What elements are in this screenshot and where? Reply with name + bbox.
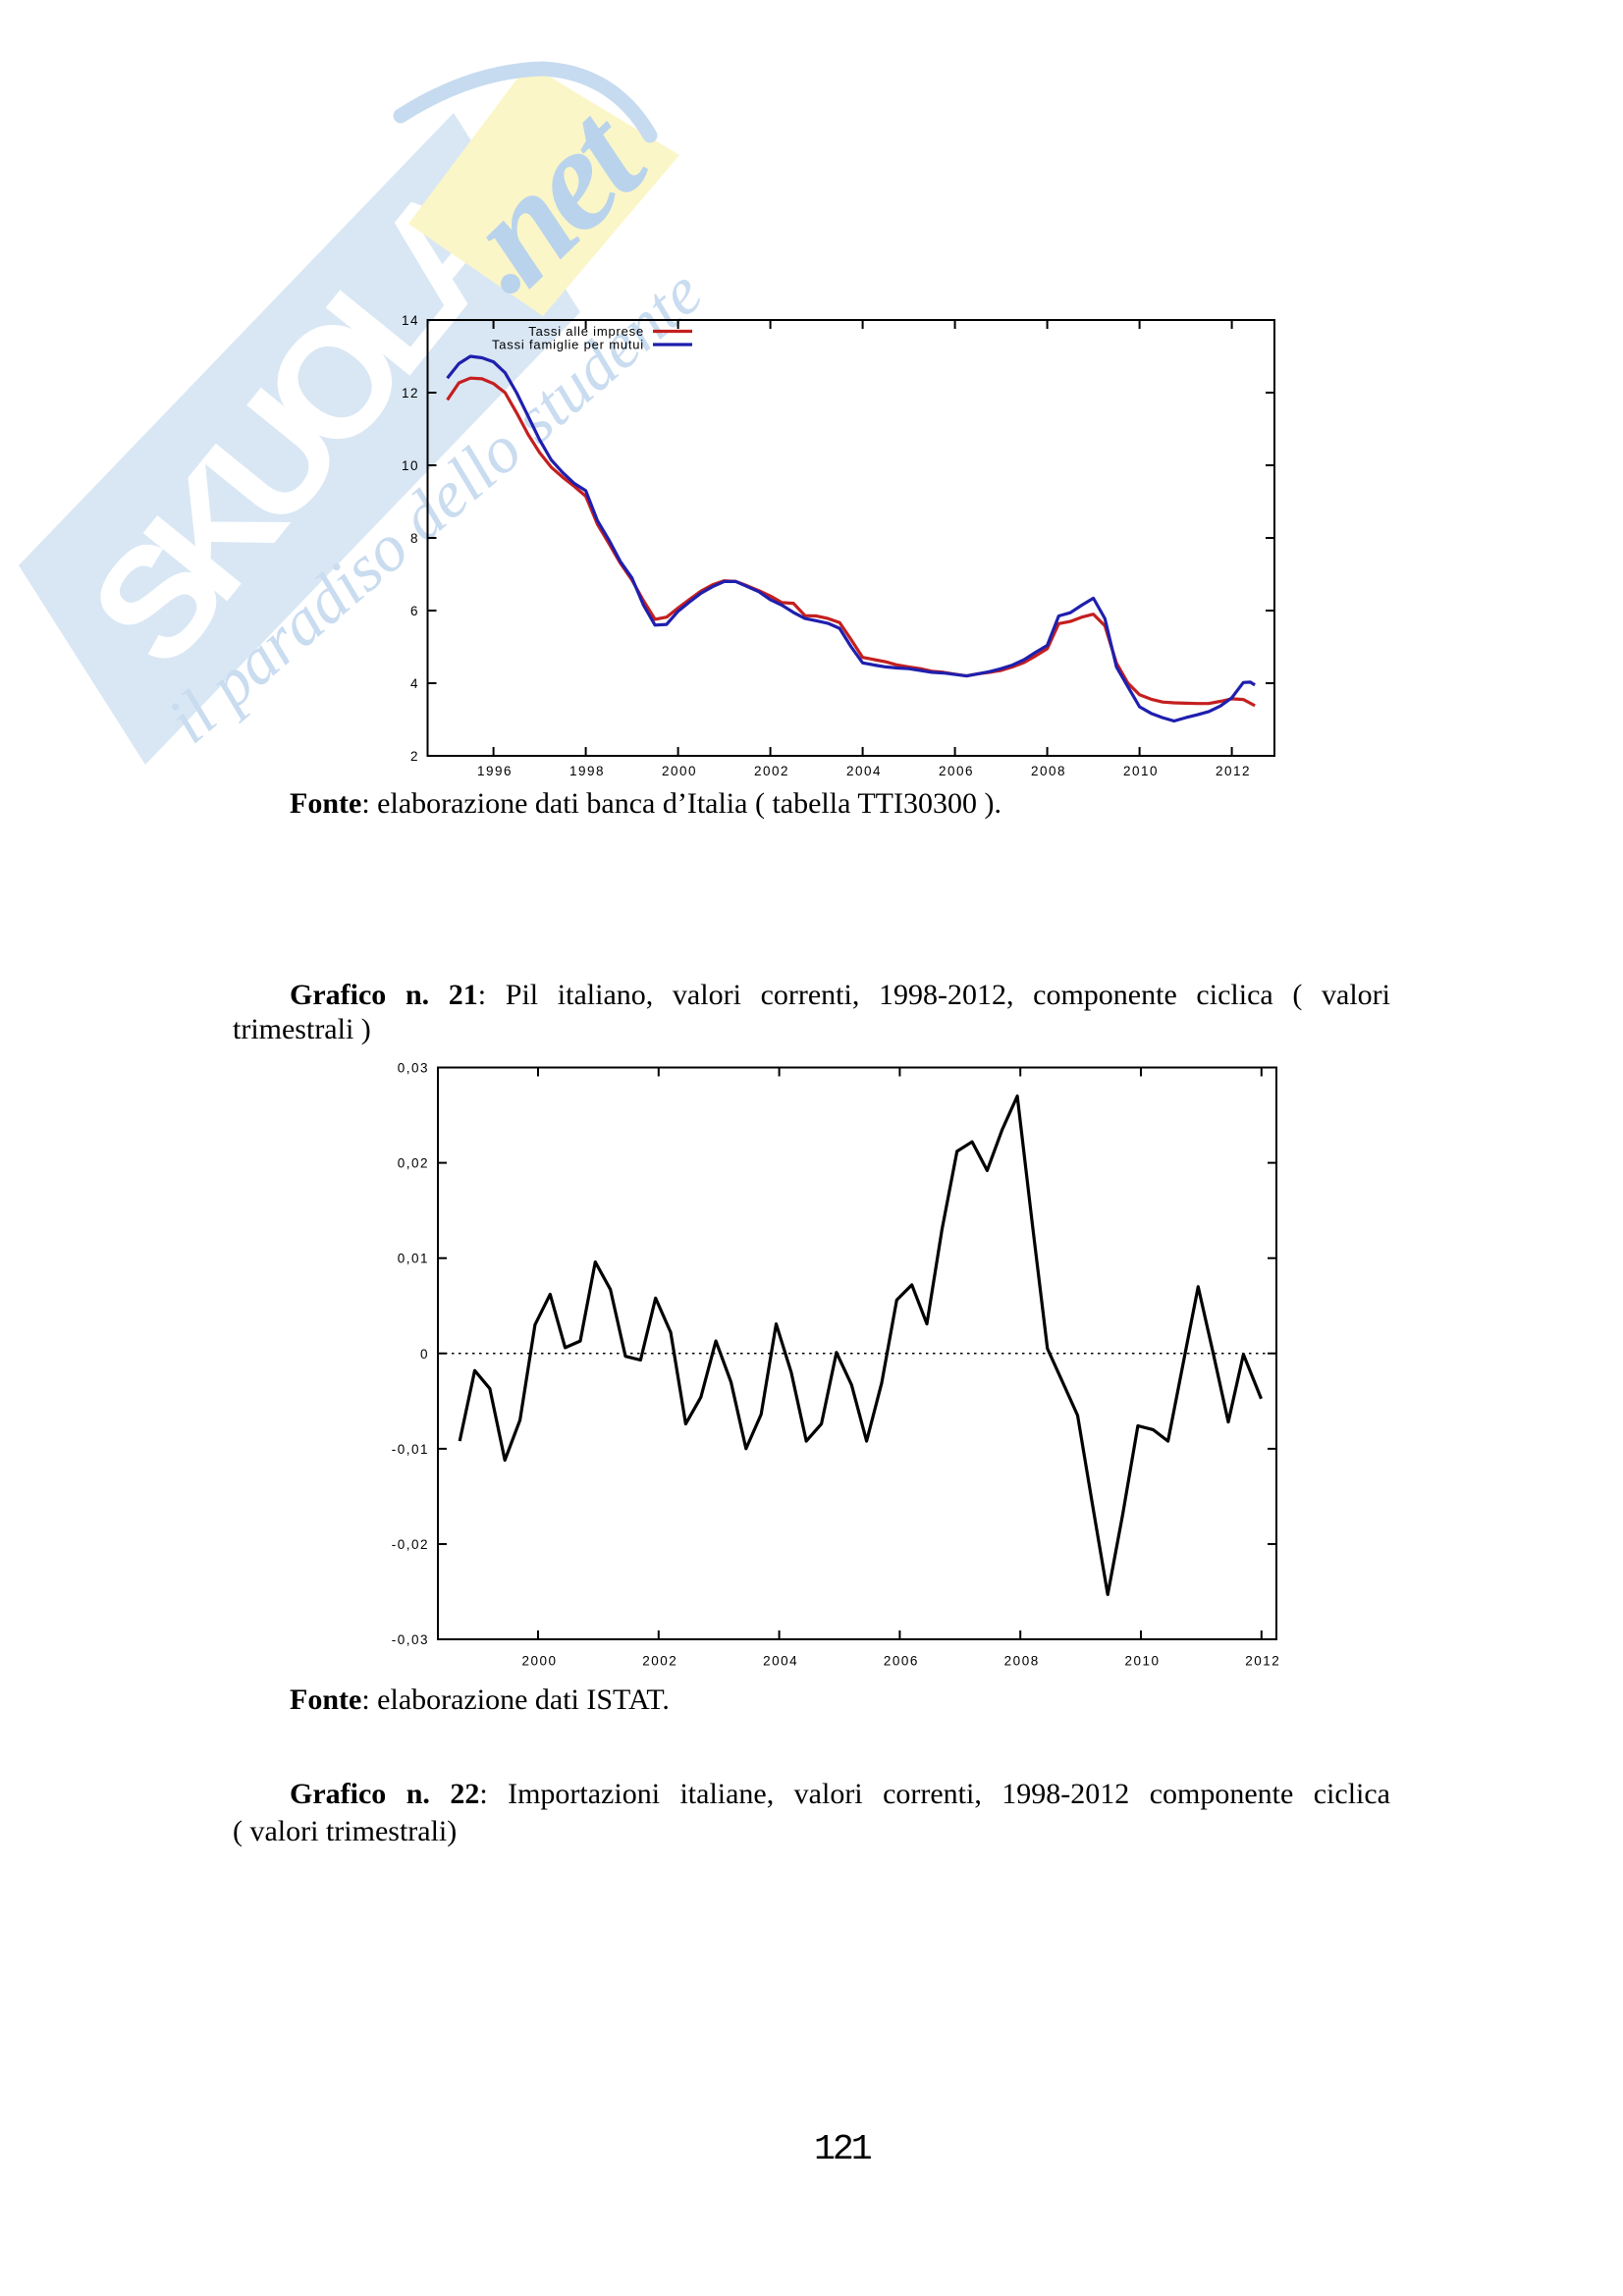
svg-text:12: 12	[402, 386, 419, 400]
svg-text:0: 0	[420, 1347, 429, 1362]
svg-text:10: 10	[402, 458, 419, 473]
svg-text:6: 6	[410, 604, 419, 618]
svg-text:2000: 2000	[662, 764, 697, 778]
svg-text:2012: 2012	[1245, 1654, 1280, 1669]
svg-text:2010: 2010	[1123, 764, 1159, 778]
svg-text:2008: 2008	[1031, 764, 1066, 778]
svg-text:-0,03: -0,03	[392, 1632, 429, 1647]
svg-text:1998: 1998	[569, 764, 605, 778]
svg-text:4: 4	[410, 676, 419, 691]
svg-text:0,01: 0,01	[398, 1252, 429, 1266]
svg-text:1996: 1996	[477, 764, 513, 778]
svg-text:2008: 2008	[1004, 1654, 1040, 1669]
svg-text:2002: 2002	[642, 1654, 677, 1669]
svg-text:2004: 2004	[763, 1654, 798, 1669]
svg-text:8: 8	[410, 531, 419, 546]
svg-text:0,02: 0,02	[398, 1156, 429, 1171]
svg-text:-0,01: -0,01	[392, 1442, 429, 1457]
svg-text:2: 2	[410, 749, 419, 764]
svg-text:Tassi famiglie per mutui: Tassi famiglie per mutui	[492, 338, 644, 352]
svg-text:14: 14	[402, 313, 419, 328]
svg-text:-0,02: -0,02	[392, 1537, 429, 1552]
svg-text:2006: 2006	[939, 764, 974, 778]
svg-text:0,03: 0,03	[398, 1061, 429, 1076]
svg-text:2004: 2004	[846, 764, 882, 778]
svg-text:2006: 2006	[884, 1654, 919, 1669]
svg-text:Tassi alle imprese: Tassi alle imprese	[528, 324, 644, 339]
svg-text:2012: 2012	[1216, 764, 1251, 778]
svg-text:2000: 2000	[521, 1654, 557, 1669]
svg-text:2010: 2010	[1124, 1654, 1160, 1669]
svg-text:2002: 2002	[754, 764, 789, 778]
